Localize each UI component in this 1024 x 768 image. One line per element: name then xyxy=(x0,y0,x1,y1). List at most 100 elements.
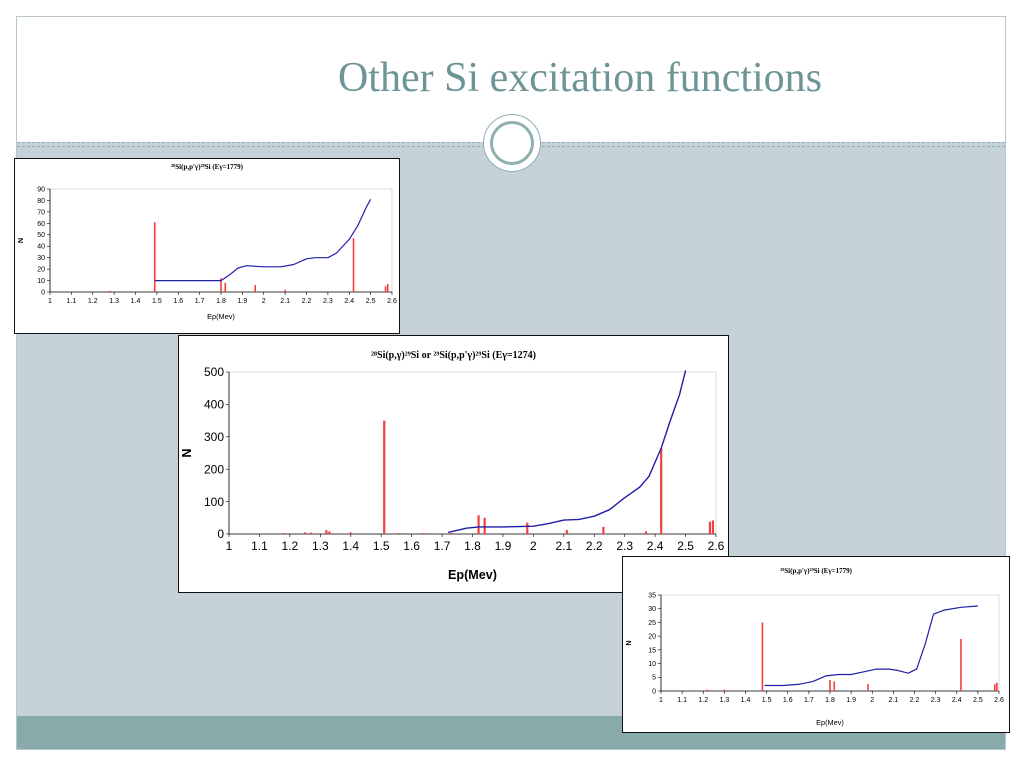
x-tick-label: 1.7 xyxy=(434,539,451,553)
bar-mark xyxy=(352,238,355,292)
x-tick-label: 2.2 xyxy=(302,298,312,305)
fit-curve-line xyxy=(764,605,978,687)
x-axis-label: Ep(Mev) xyxy=(448,568,497,582)
bar-mark xyxy=(483,517,486,534)
y-tick-label: 80 xyxy=(37,198,45,205)
x-tick-label: 1.3 xyxy=(312,539,329,553)
slide-title: Other Si excitation functions xyxy=(337,55,823,101)
bar-mark xyxy=(761,622,764,691)
bar-mark xyxy=(708,521,712,534)
x-tick-label: 1.4 xyxy=(342,539,359,553)
x-tick-label: 2 xyxy=(870,697,874,704)
x-tick-label: 1 xyxy=(659,697,663,704)
x-tick-label: 2.1 xyxy=(889,697,899,704)
x-tick-label: 1.2 xyxy=(88,298,98,305)
x-tick-label: 2 xyxy=(262,298,266,305)
chart-panel-1779: ²⁸Si(p,p'γ)²⁸Si (Eγ=1779) 0 10 20 30 40 50 60 70… xyxy=(14,158,400,334)
x-axis-label: Ep(Mev) xyxy=(207,312,235,321)
x-tick-label: 1.1 xyxy=(67,298,77,305)
bar-mark xyxy=(960,638,962,691)
x-tick-label: 1.7 xyxy=(804,697,814,704)
x-tick-label: 2.5 xyxy=(973,697,983,704)
bar-mark xyxy=(220,278,222,292)
bar-mark xyxy=(224,282,227,292)
bar-mark xyxy=(398,533,401,534)
x-tick-label: 2.4 xyxy=(952,697,962,704)
chart-title: ²⁹Si(p,p'γ)²⁹Si (Eγ=1779) xyxy=(780,567,853,575)
bar-mark xyxy=(282,533,285,534)
bar-mark xyxy=(422,533,425,534)
bar-mark xyxy=(384,286,387,292)
x-tick-label: 1.6 xyxy=(173,298,183,305)
chart-panel-1274: ²⁸Si(p,γ)²⁹Si or ²⁹Si(p,p'γ)²⁹Si (Eγ=127… xyxy=(178,335,729,593)
y-tick-label: 20 xyxy=(37,267,45,274)
bar-mark xyxy=(450,533,453,534)
bar-mark xyxy=(829,680,831,691)
bar-mark xyxy=(383,420,386,534)
x-tick-label: 2.3 xyxy=(931,697,941,704)
chart-svg-1274: ²⁸Si(p,γ)²⁹Si or ²⁹Si(p,p'γ)²⁹Si (Eγ=127… xyxy=(180,350,725,582)
bar-mark xyxy=(833,681,836,691)
x-tick-label: 2.3 xyxy=(616,539,633,553)
x-tick-label: 2 xyxy=(530,539,537,553)
x-tick-label: 2.1 xyxy=(555,539,572,553)
x-tick-label: 1.6 xyxy=(403,539,420,553)
x-tick-label: 2.3 xyxy=(323,298,333,305)
plot-area xyxy=(49,188,393,293)
bar-mark xyxy=(325,530,328,534)
bar-mark xyxy=(386,283,389,292)
x-tick-label: 1.3 xyxy=(720,697,730,704)
x-tick-label: 1.8 xyxy=(216,298,226,305)
x-tick-label: 1.9 xyxy=(846,697,856,704)
y-axis-label: N xyxy=(16,238,25,243)
y-tick-label: 90 xyxy=(37,186,45,193)
bar-mark xyxy=(310,532,313,534)
bar-mark xyxy=(602,526,605,534)
bar-mark xyxy=(565,530,568,534)
y-axis-label: N xyxy=(624,640,633,645)
ornament-ring-inner-icon xyxy=(490,121,534,165)
x-tick-label: 2.2 xyxy=(586,539,603,553)
x-tick-label: 1.2 xyxy=(698,697,708,704)
x-tick-label: 1.9 xyxy=(495,539,512,553)
bar-mark xyxy=(706,689,709,691)
x-tick-label: 1.1 xyxy=(251,539,268,553)
x-tick-label: 1 xyxy=(48,298,52,305)
x-tick-label: 1.1 xyxy=(677,697,687,704)
x-tick-label: 1.9 xyxy=(238,298,248,305)
y-tick-label: 0 xyxy=(217,527,224,541)
x-tick-label: 1.2 xyxy=(282,539,299,553)
y-tick-label: 10 xyxy=(648,661,656,668)
chart-title: ²⁸Si(p,γ)²⁹Si or ²⁹Si(p,p'γ)²⁹Si (Eγ=127… xyxy=(371,350,536,361)
y-tick-label: 35 xyxy=(648,592,656,599)
x-tick-label: 1.5 xyxy=(762,697,772,704)
x-tick-label: 1.8 xyxy=(464,539,481,553)
bar-mark xyxy=(328,531,331,534)
bar-mark xyxy=(644,531,648,534)
bar-mark xyxy=(867,684,869,691)
fit-curve-line xyxy=(447,370,687,534)
x-tick-label: 2.5 xyxy=(677,539,694,553)
x-tick-label: 1.8 xyxy=(825,697,835,704)
bar-mark xyxy=(993,684,996,691)
y-axis-label: N xyxy=(180,448,194,457)
y-tick-label: 0 xyxy=(652,688,656,695)
y-tick-label: 100 xyxy=(204,495,224,509)
x-tick-label: 1 xyxy=(226,539,233,553)
chart-svg-1779: ²⁸Si(p,p'γ)²⁸Si (Eγ=1779) 0 10 20 30 40 50 60 70… xyxy=(16,163,397,321)
x-tick-label: 2.4 xyxy=(344,298,354,305)
bar-mark xyxy=(723,689,726,691)
x-tick-label: 2.2 xyxy=(910,697,920,704)
y-tick-label: 40 xyxy=(37,244,45,251)
chart-panel-29si-1779: ²⁹Si(p,p'γ)²⁹Si (Eγ=1779) 0 5 10 15 20 25 30 35 1… xyxy=(622,556,1010,733)
x-tick-label: 1.5 xyxy=(373,539,390,553)
bar-mark xyxy=(349,532,352,534)
x-tick-label: 1.4 xyxy=(131,298,141,305)
x-tick-label: 1.5 xyxy=(152,298,162,305)
x-tick-label: 2.6 xyxy=(994,697,1004,704)
y-tick-label: 30 xyxy=(37,255,45,262)
chart-svg-29si-1779: ²⁹Si(p,p'γ)²⁹Si (Eγ=1779) 0 5 10 15 20 25 30 35 1… xyxy=(624,567,1004,727)
x-tick-label: 2.5 xyxy=(366,298,376,305)
x-tick-label: 2.4 xyxy=(647,539,664,553)
y-tick-label: 70 xyxy=(37,209,45,216)
